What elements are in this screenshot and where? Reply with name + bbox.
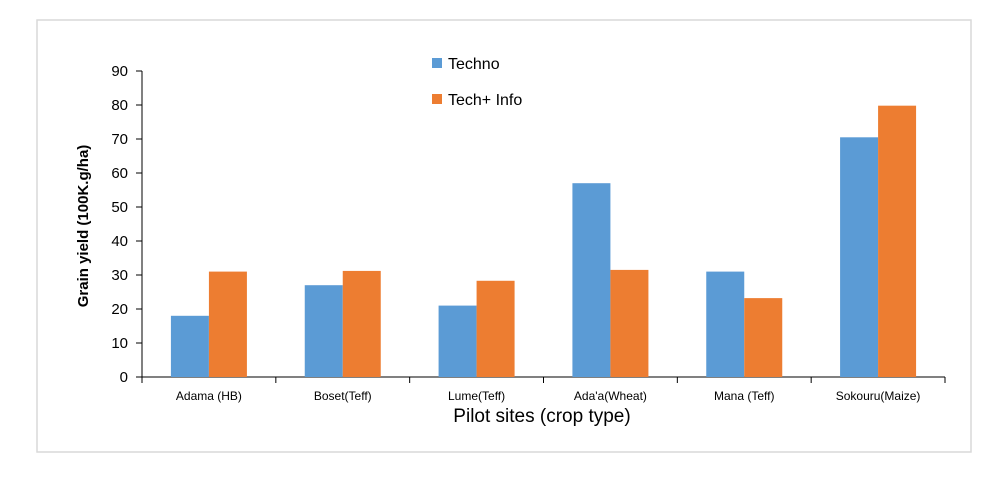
x-tick-label: Ada'a(Wheat) <box>574 389 647 403</box>
y-tick-label: 30 <box>111 267 128 284</box>
y-tick-label: 40 <box>111 233 128 250</box>
bar <box>840 137 879 377</box>
y-axis-title: Grain yield (100K.g/ha) <box>75 145 92 308</box>
x-axis: Adama (HB) Boset(Teff) Lume(Teff) Ada'a(Whe… <box>141 376 946 403</box>
y-tick-label: 10 <box>111 335 128 352</box>
legend-swatch <box>432 58 442 68</box>
legend-label: Tech+ Info <box>448 92 522 109</box>
bar <box>878 105 917 378</box>
x-axis-title: Pilot sites (crop type) <box>453 406 630 427</box>
chart-frame <box>36 19 972 453</box>
y-tick-label: 70 <box>111 131 128 148</box>
bar <box>170 315 209 377</box>
bar <box>208 271 247 377</box>
bar <box>744 298 783 377</box>
x-tick-label: Mana (Teff) <box>714 389 774 403</box>
legend-swatch <box>432 94 442 104</box>
x-tick-label: Adama (HB) <box>176 389 242 403</box>
y-tick-label: 80 <box>111 97 128 114</box>
x-tick-label: Boset(Teff) <box>314 389 372 403</box>
bar <box>706 271 745 377</box>
y-tick-label: 50 <box>111 199 128 216</box>
bar <box>438 305 477 377</box>
legend-label: Techno <box>448 56 500 73</box>
bar <box>476 280 515 377</box>
bar <box>342 270 381 377</box>
y-tick-label: 60 <box>111 165 128 182</box>
y-tick-label: 90 <box>111 63 128 80</box>
legend: Techno Tech+ Info <box>432 56 522 109</box>
y-tick-label: 20 <box>111 301 128 318</box>
x-tick-label: Lume(Teff) <box>448 389 505 403</box>
x-tick-label: Sokouru(Maize) <box>836 389 921 403</box>
bar <box>610 269 649 377</box>
y-axis: 0 10 20 30 40 50 60 70 80 90 <box>111 63 143 386</box>
y-tick-label: 0 <box>120 369 128 386</box>
bars <box>170 105 917 378</box>
bar <box>304 285 343 377</box>
bar <box>572 183 611 377</box>
